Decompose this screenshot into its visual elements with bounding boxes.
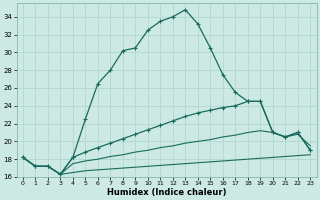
X-axis label: Humidex (Indice chaleur): Humidex (Indice chaleur) bbox=[107, 188, 226, 197]
